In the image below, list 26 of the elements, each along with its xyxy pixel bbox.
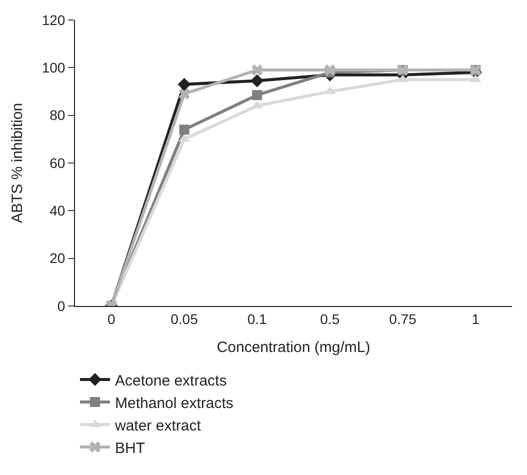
x-tick-label: 0.75 [389, 310, 417, 327]
legend-label: Acetone extracts [115, 372, 227, 390]
point [324, 64, 336, 76]
y-tick-label: 120 [42, 12, 66, 28]
y-tick-label: 60 [50, 154, 66, 171]
y-tick-label: 80 [50, 107, 66, 124]
x-tick-label: 0.05 [170, 310, 198, 327]
y-axis-title: ABTS % inhibition [9, 102, 26, 224]
x-tick-label: 1 [472, 310, 480, 327]
legend-label: water extract [114, 417, 202, 434]
x-axis-title: Concentration (mg/mL) [216, 338, 370, 356]
x-tick-label: 0 [108, 310, 116, 327]
point [178, 88, 190, 100]
legend-label: BHT [115, 440, 145, 457]
y-tick-label: 0 [57, 298, 66, 314]
point [252, 90, 262, 100]
point [178, 78, 191, 91]
y-tick-label: 20 [50, 250, 66, 266]
point [179, 124, 190, 135]
x-tick-label: 0.1 [247, 310, 268, 327]
y-tick-label: 100 [42, 60, 66, 76]
x-tick-label: 0.5 [320, 310, 340, 327]
legend-label: Methanol extracts [115, 394, 234, 412]
point [251, 64, 263, 76]
y-tick-label: 40 [50, 202, 66, 219]
point [250, 74, 264, 88]
